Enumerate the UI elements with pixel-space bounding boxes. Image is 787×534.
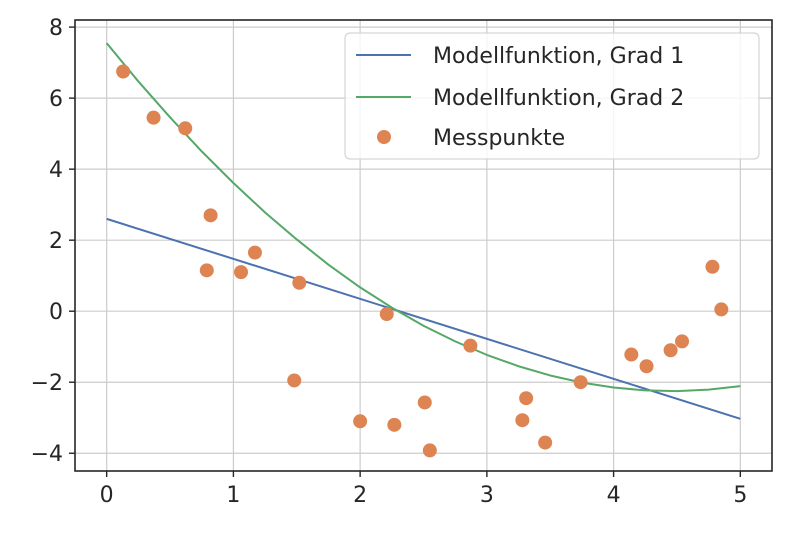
messpunkt-point: [292, 275, 307, 290]
messpunkt-point: [234, 265, 249, 280]
messpunkt-point: [624, 347, 639, 362]
series-line-grad1: [106, 217, 741, 420]
messpunkt-point: [203, 208, 218, 223]
y-tick-label: 0: [49, 300, 63, 325]
messpunkt-point: [463, 338, 478, 353]
messpunkt-point: [178, 121, 193, 136]
y-tick-label: −4: [31, 442, 63, 467]
messpunkt-point: [199, 263, 214, 278]
messpunkt-point: [675, 334, 690, 349]
series-line-grad2: [105, 42, 741, 393]
messpunkt-point: [379, 307, 394, 322]
y-tick-label: 8: [49, 16, 63, 41]
legend: Modellfunktion, Grad 1 Modellfunktion, G…: [344, 32, 760, 160]
y-tick-label: 4: [49, 158, 63, 183]
x-tick-label: 0: [100, 483, 114, 508]
messpunkt-point: [146, 110, 161, 125]
plot-area: [105, 42, 741, 458]
messpunkt-point: [573, 375, 588, 390]
messpunkt-point: [387, 417, 402, 432]
ticks: 0 1 2 3 4 5 8 6 4 2 0 −2 −4: [31, 16, 748, 508]
messpunkt-point: [247, 245, 262, 260]
messpunkt-point: [519, 391, 534, 406]
y-tick-label: 6: [49, 87, 63, 112]
x-tick-label: 1: [226, 483, 240, 508]
x-tick-label: 3: [480, 483, 494, 508]
x-tick-label: 5: [733, 483, 747, 508]
messpunkt-point: [705, 259, 720, 274]
y-tick-label: 2: [49, 229, 63, 254]
messpunkt-point: [639, 359, 654, 374]
messpunkt-point: [116, 64, 131, 79]
legend-label-grad1: Modellfunktion, Grad 1: [433, 44, 684, 69]
messpunkt-point: [663, 343, 678, 358]
legend-label-messpunkte: Messpunkte: [433, 126, 565, 151]
messpunkt-point: [353, 414, 368, 429]
legend-swatch-messpunkte: [377, 130, 391, 144]
legend-label-grad2: Modellfunktion, Grad 2: [433, 86, 684, 111]
x-tick-label: 4: [607, 483, 621, 508]
messpunkt-point: [538, 435, 553, 450]
messpunkt-point: [287, 373, 302, 388]
x-tick-label: 2: [353, 483, 367, 508]
messpunkt-point: [714, 302, 729, 317]
axes-frame: [74, 19, 773, 472]
legend-box: [344, 32, 760, 160]
messpunkt-point: [515, 413, 530, 428]
messpunkt-point: [417, 395, 432, 410]
y-tick-label: −2: [31, 371, 63, 396]
messpunkt-point: [422, 443, 437, 458]
